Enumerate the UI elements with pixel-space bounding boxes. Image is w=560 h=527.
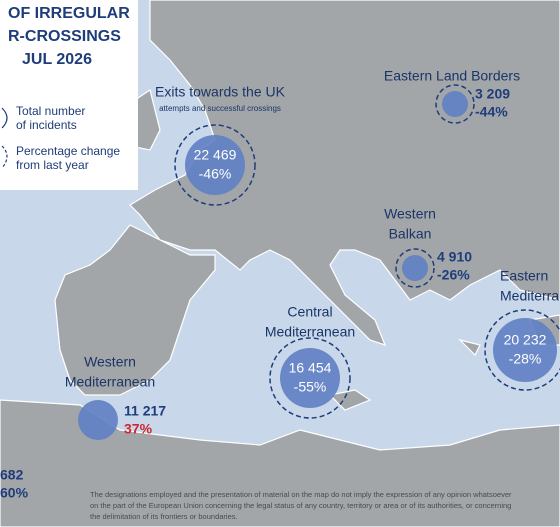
route-ring bbox=[435, 84, 475, 124]
title-line: JUL 2026 bbox=[22, 51, 92, 68]
title-line: OF IRREGULAR bbox=[8, 5, 130, 22]
route-total: 682 bbox=[0, 467, 24, 483]
route-change: 37% bbox=[124, 421, 153, 437]
route-ring bbox=[484, 309, 560, 391]
footer-line: on the part of the European Union concer… bbox=[90, 501, 511, 510]
route-total: 16 454 bbox=[289, 360, 332, 376]
legend-label: from last year bbox=[16, 158, 89, 172]
route-total: 22 469 bbox=[194, 147, 237, 163]
route-name: Mediterranean bbox=[65, 374, 155, 390]
route-name: Eastern bbox=[500, 268, 548, 284]
route-circle bbox=[493, 318, 557, 382]
route-name: Western bbox=[384, 206, 436, 222]
route-name: Mediterranean bbox=[500, 288, 560, 304]
route-change: -44% bbox=[475, 104, 508, 120]
legend-icon bbox=[1, 107, 8, 129]
route-total: 3 209 bbox=[475, 86, 510, 102]
route-name: Balkan bbox=[389, 226, 432, 242]
route-circle bbox=[280, 348, 340, 408]
legend-label: Total number bbox=[16, 104, 85, 118]
route-ring bbox=[269, 337, 351, 419]
route-name: Western bbox=[84, 354, 136, 370]
route-circle bbox=[442, 91, 468, 117]
route-change: -55% bbox=[294, 379, 327, 395]
route-name: Eastern Land Borders bbox=[384, 68, 520, 84]
route-ring bbox=[395, 248, 435, 288]
route-ring bbox=[174, 124, 256, 206]
routes: Exits towards the UK attempts and success… bbox=[0, 68, 560, 501]
route-total: 4 910 bbox=[437, 249, 472, 265]
footer-line: The designations employed and the presen… bbox=[90, 490, 512, 499]
route-circle bbox=[78, 400, 118, 440]
footer: The designations employed and the presen… bbox=[90, 490, 512, 521]
legend-box bbox=[0, 0, 138, 190]
route-name: Exits towards the UK bbox=[155, 84, 286, 100]
route-name: Central bbox=[287, 304, 332, 320]
route-change: 60% bbox=[0, 485, 29, 501]
route-note: attempts and successful crossings bbox=[159, 104, 281, 113]
title-line: R-CROSSINGS bbox=[8, 28, 121, 45]
route-total: 20 232 bbox=[504, 332, 547, 348]
route-change: -46% bbox=[199, 166, 232, 182]
route-circle bbox=[402, 255, 428, 281]
title: OF IRREGULAR R-CROSSINGS JUL 2026 bbox=[8, 5, 130, 68]
route-change: -26% bbox=[437, 267, 470, 283]
route-total: 11 217 bbox=[124, 403, 166, 419]
legend-icon bbox=[1, 145, 8, 169]
footer-line: the delimitation of its frontiers or bou… bbox=[90, 512, 238, 521]
route-circle bbox=[185, 135, 245, 195]
route-change: -28% bbox=[509, 351, 542, 367]
legend-label: of incidents bbox=[16, 118, 77, 132]
legend-label: Percentage change bbox=[16, 144, 120, 158]
route-name: Mediterranean bbox=[265, 324, 355, 340]
